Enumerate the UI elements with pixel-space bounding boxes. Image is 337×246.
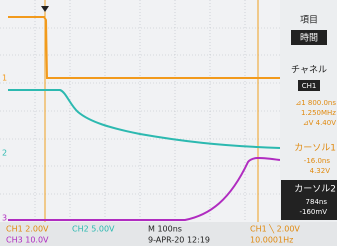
channel-marker: 2 [2, 149, 7, 158]
ch2-scale: CH2 5.00V [72, 225, 115, 234]
cursor-value: -160mV [300, 208, 328, 216]
measurement: ⊿V 4.40V [303, 119, 336, 127]
cursor-label[interactable]: カーソル2 [294, 184, 336, 195]
measurement: 1.250MHz [301, 109, 336, 117]
date: 9-APR-20 12:19 [148, 236, 210, 245]
trigger-frequency: 10.0001Hz [250, 236, 293, 245]
trigger: CH1 ╲ 2.00V [250, 224, 300, 234]
side-menu: 項目 時間 チャネル CH1 ⊿1 800.0ns 1.250MHz ⊿V 4.… [280, 0, 337, 222]
cursor-label: カーソル1 [294, 143, 336, 154]
timebase: M 100ns [148, 225, 182, 234]
ch3-scale: CH3 10.0V [6, 236, 49, 245]
channel-marker: 1 [2, 74, 7, 83]
ch1-scale: CH1 2.00V [6, 225, 49, 234]
menu-value[interactable]: CH1 [302, 82, 317, 90]
page: {"channel_markers": ["1", "2", "3"], "si… [0, 0, 337, 246]
channel-marker: 3 [2, 214, 7, 223]
menu-value[interactable]: 時間 [300, 33, 318, 44]
scope-screen: 1 2 3 項目 時間 チャネル CH1 ⊿1 800.0ns 1.250MHz… [0, 0, 337, 246]
menu-label: チャネル [291, 65, 327, 76]
menu-label: 項目 [300, 15, 318, 26]
status-bar: CH1 2.00V CH2 5.00V CH3 10.0V M 100ns 9-… [0, 222, 337, 246]
cursor-value: -16.0ns [304, 157, 331, 165]
cursor-value: 784ns [306, 198, 328, 206]
cursor-value: 4.32V [310, 167, 331, 175]
measurement: ⊿1 800.0ns [295, 99, 336, 107]
